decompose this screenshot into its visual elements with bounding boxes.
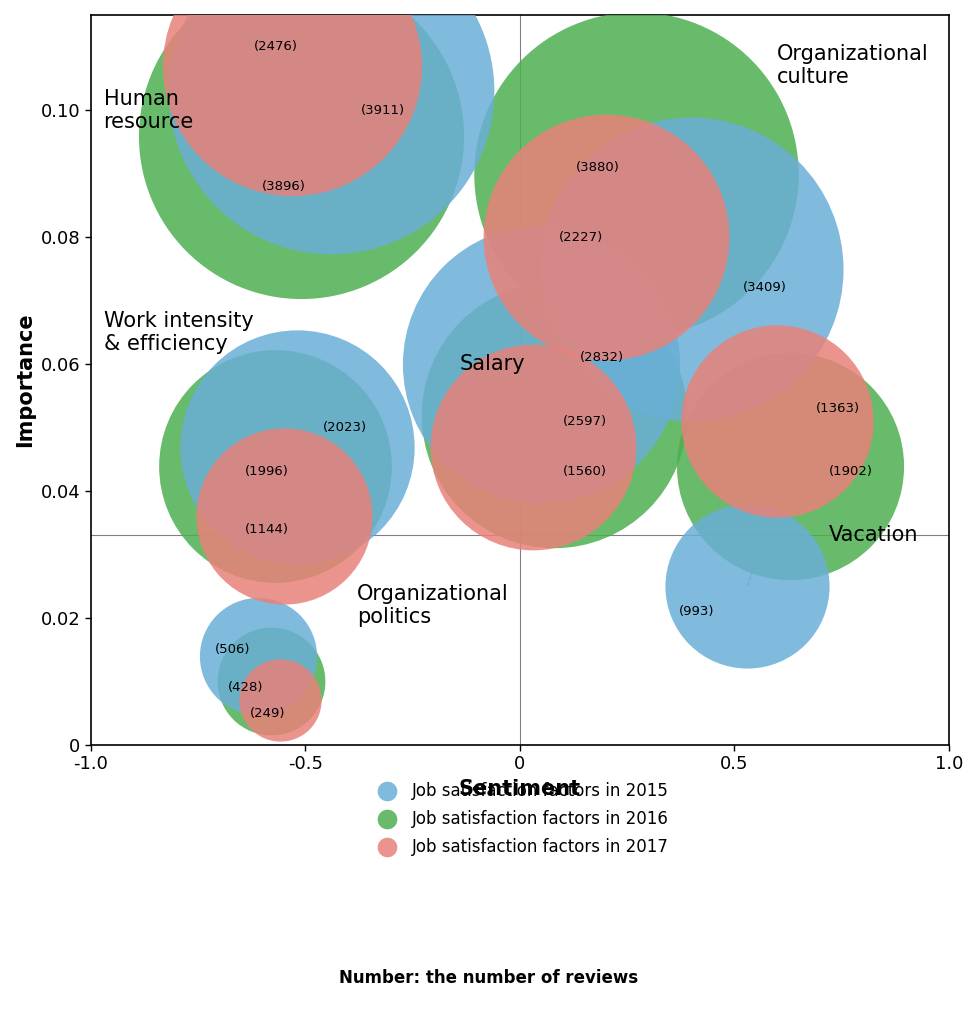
Point	[288, 438, 304, 455]
Point	[597, 229, 613, 245]
Point	[250, 648, 266, 664]
Text: (3911): (3911)	[361, 103, 404, 117]
Text: Organizational
politics: Organizational politics	[357, 584, 508, 626]
Text: (1560): (1560)	[562, 465, 606, 478]
Point	[782, 458, 797, 474]
Point	[267, 458, 282, 474]
Text: (3409): (3409)	[743, 281, 786, 294]
Point	[276, 508, 291, 524]
Text: Salary: Salary	[459, 354, 525, 374]
Point	[532, 356, 548, 372]
Point	[739, 577, 754, 594]
X-axis label: Sentiment: Sentiment	[458, 779, 580, 799]
Text: (506): (506)	[215, 643, 250, 656]
Point	[546, 407, 562, 423]
Text: (3880): (3880)	[574, 160, 618, 174]
Point	[683, 261, 699, 277]
Point	[769, 413, 785, 429]
Point	[627, 166, 643, 182]
Point	[272, 692, 287, 708]
Text: (2227): (2227)	[558, 231, 602, 243]
Text: (993): (993)	[678, 605, 713, 618]
Text: (1902): (1902)	[828, 465, 871, 478]
Legend: Job satisfaction factors in 2015, Job satisfaction factors in 2016, Job satisfac: Job satisfaction factors in 2015, Job sa…	[361, 774, 677, 865]
Y-axis label: Importance: Importance	[15, 313, 35, 448]
Point	[293, 128, 309, 144]
Point	[284, 57, 300, 74]
Point	[263, 673, 278, 690]
Text: (1996): (1996)	[245, 465, 289, 478]
Text: Number: the number of reviews: Number: the number of reviews	[339, 969, 638, 987]
Text: Vacation: Vacation	[828, 525, 917, 546]
Text: Work intensity
& efficiency: Work intensity & efficiency	[104, 311, 253, 354]
Text: (2023): (2023)	[322, 421, 366, 434]
Text: (249): (249)	[249, 706, 284, 719]
Point	[525, 438, 540, 455]
Point	[322, 83, 338, 99]
Text: (2832): (2832)	[579, 352, 623, 364]
Text: (1144): (1144)	[245, 522, 289, 536]
Text: (3896): (3896)	[262, 180, 306, 193]
Text: Organizational
culture: Organizational culture	[777, 44, 928, 87]
Text: (2476): (2476)	[253, 40, 297, 53]
Text: Human
resource: Human resource	[104, 89, 193, 132]
Text: (2597): (2597)	[562, 415, 606, 427]
Text: (428): (428)	[228, 681, 263, 694]
Text: (1363): (1363)	[815, 402, 859, 415]
